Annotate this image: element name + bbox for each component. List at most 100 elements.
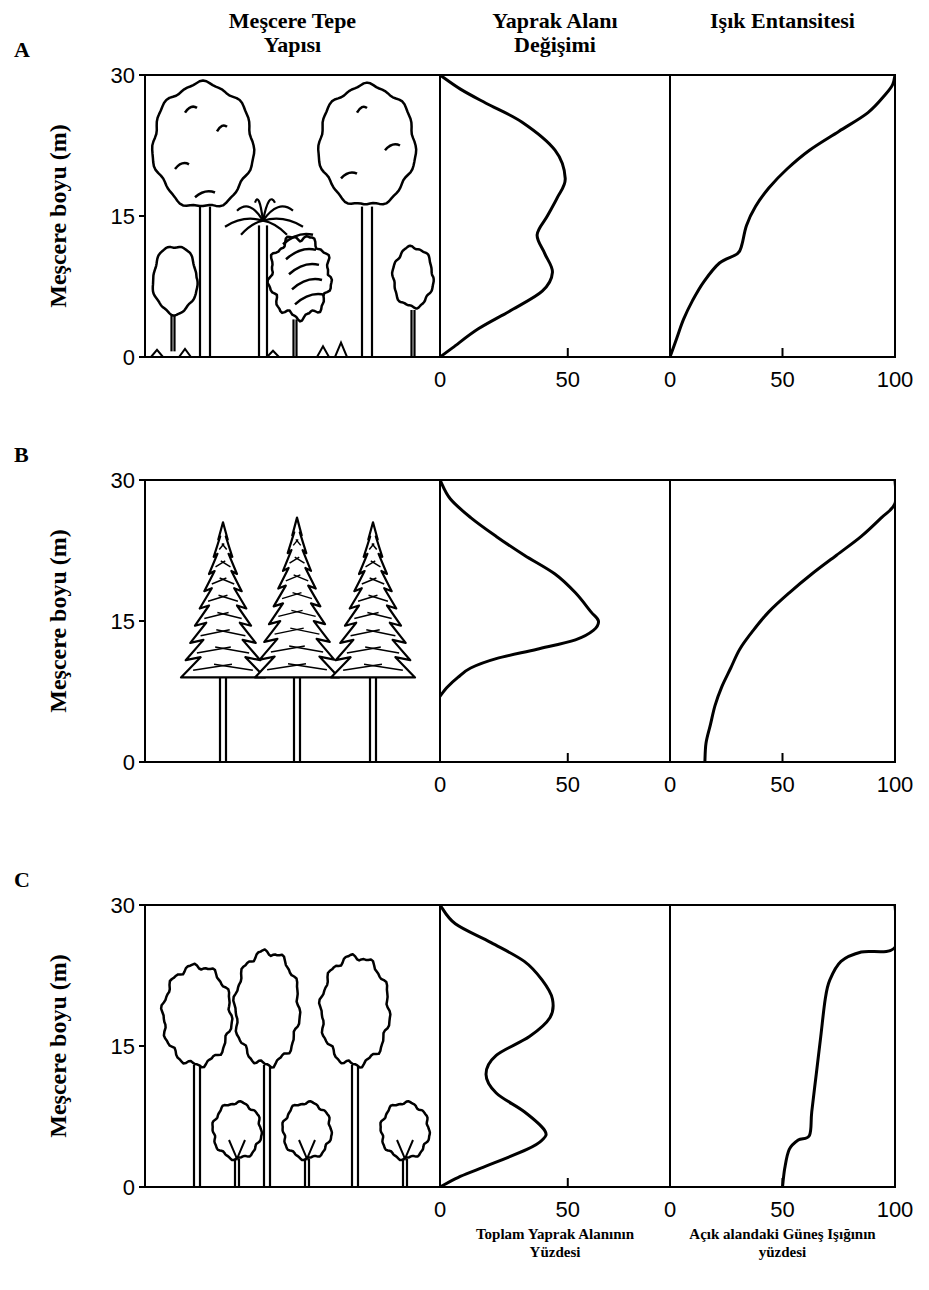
conifer-needles (217, 612, 241, 618)
x-tick (782, 753, 784, 762)
big-tree-crown (318, 83, 416, 205)
conifer-needles (290, 557, 300, 563)
profile-chart: 050100 (664, 75, 913, 392)
x-tick-label: 0 (664, 367, 676, 392)
conifer-needles (288, 664, 327, 670)
conifer-needles (214, 664, 253, 670)
x-tick (894, 753, 896, 762)
data-group (670, 75, 895, 357)
tree-panel: 01530Meşcere boyu (m)A (14, 37, 440, 370)
conifer-needles (271, 646, 305, 652)
conifer-needles (216, 630, 245, 636)
y-tick-label: 30 (111, 468, 135, 493)
tree-panel: 01530Meşcere boyu (m)C (14, 867, 440, 1200)
trunk (263, 1065, 265, 1187)
conifer-needles (358, 595, 377, 601)
conifer-needles (275, 628, 304, 634)
conifer-needles (354, 612, 378, 618)
trunk (361, 207, 363, 357)
y-tick-label: 0 (123, 750, 135, 775)
profile-chart: 050Toplam Yaprak AlanınınYüzdesi (434, 905, 670, 1260)
figure: Meşcere TepeYapısıYaprak AlanıDeğişimiIş… (0, 0, 929, 1290)
trunk (225, 677, 227, 762)
data-group (440, 480, 599, 696)
trunk (193, 1065, 195, 1187)
column-title-line: Meşcere Tepe (229, 8, 357, 33)
canopy-detail (185, 107, 197, 113)
conifer-needles (220, 578, 235, 584)
conifer-needles (286, 575, 301, 581)
conifer-needles (215, 647, 249, 653)
conifer-needles (370, 578, 385, 584)
x-tick (894, 1178, 896, 1187)
y-tick (139, 215, 145, 217)
branch (229, 1140, 245, 1159)
conifer-needles (351, 630, 380, 636)
conifer-needles (367, 612, 391, 618)
tree-drawing (181, 518, 415, 762)
canopy-detail (341, 172, 357, 178)
plot-frame (440, 905, 670, 1187)
x-tick-label: 50 (770, 772, 794, 797)
profile-chart: 050100 (664, 480, 913, 797)
x-tick (439, 753, 441, 762)
panel-frame (145, 905, 440, 1187)
canopy-detail (175, 163, 189, 169)
column-title-line: Yaprak Alanı (492, 8, 617, 33)
conifer-needles (221, 561, 231, 567)
y-tick-label: 0 (123, 345, 135, 370)
small-tree-crown (392, 246, 434, 309)
conifer-needles (366, 561, 376, 567)
conifer-needles (222, 544, 227, 550)
panel-frame (145, 75, 440, 357)
trunk (402, 1159, 404, 1187)
canopy-detail (283, 234, 313, 244)
y-tick-label: 15 (111, 204, 135, 229)
trunk (308, 1159, 310, 1187)
profile-curve (440, 75, 565, 357)
conifer-crown (255, 518, 339, 678)
conifer-needles (282, 593, 301, 599)
x-tick-label: 50 (556, 1197, 580, 1222)
tree-panel: 01530Meşcere boyu (m)B (14, 442, 440, 775)
column-title: Yaprak AlanıDeğişimi (492, 8, 617, 57)
conifer-needles (201, 630, 230, 636)
trunk (209, 207, 211, 357)
canopy-detail (385, 144, 400, 150)
y-tick (139, 761, 145, 763)
trunk (219, 677, 221, 762)
trunk (199, 1065, 201, 1187)
ground-plant (317, 346, 329, 357)
conifer-needles (219, 595, 238, 601)
column-title-line: Yapısı (264, 32, 321, 57)
conifer-needles (289, 646, 323, 652)
trunk (234, 1159, 236, 1187)
x-tick (439, 1178, 441, 1187)
x-tick-label: 50 (556, 772, 580, 797)
y-tick (139, 1186, 145, 1188)
x-tick (567, 348, 569, 357)
conifer-needles (294, 575, 309, 581)
conifer-needles (212, 578, 227, 584)
x-axis-title: Açık alandaki Güneş Işığınınyüzdesi (689, 1226, 876, 1260)
plot-frame (670, 75, 895, 357)
conifer-needles (208, 595, 227, 601)
trunk (375, 677, 377, 762)
x-tick-label: 50 (556, 367, 580, 392)
plot-frame (670, 905, 895, 1187)
y-tick-label: 30 (111, 63, 135, 88)
y-tick (139, 904, 145, 906)
data-group (783, 905, 896, 1187)
y-tick (139, 1045, 145, 1047)
x-axis-title: Toplam Yaprak AlanınınYüzdesi (476, 1226, 635, 1260)
small-tree-crown (153, 247, 198, 316)
canopy-detail (195, 191, 215, 197)
y-tick (139, 356, 145, 358)
conifer-needles (296, 539, 301, 545)
conifer-needles (290, 628, 319, 634)
big-tree-crown (152, 81, 254, 207)
trunk (293, 677, 295, 762)
trunk (299, 677, 301, 762)
x-tick (782, 1178, 784, 1187)
y-tick (139, 620, 145, 622)
